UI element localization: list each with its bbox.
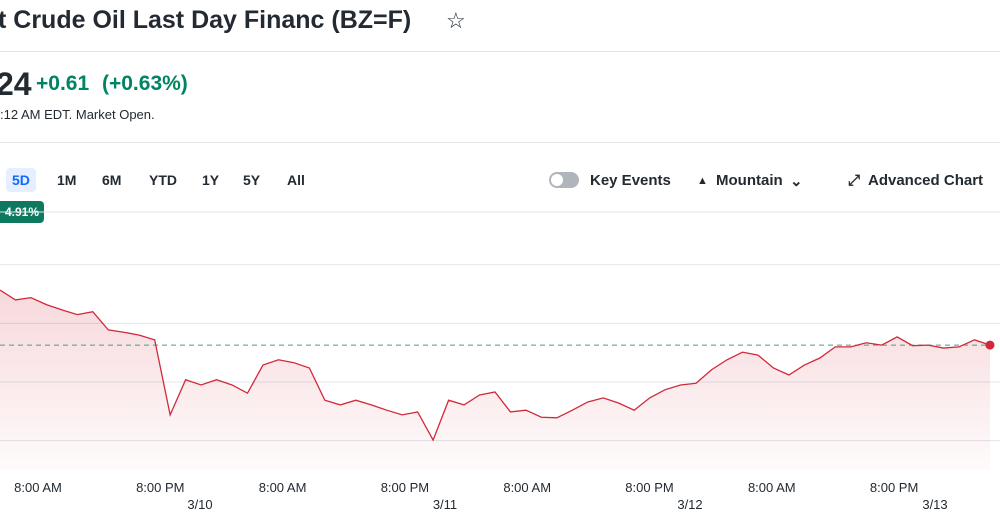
x-tick-label: 8:00 AM (503, 480, 551, 495)
change: +0.61 (36, 72, 90, 95)
mountain[interactable]: Mountain (716, 172, 783, 189)
change-pct: (+0.63%) (102, 72, 188, 95)
x-tick-label: 8:00 PM (136, 480, 184, 495)
x-tick-label: 8:00 AM (748, 480, 796, 495)
range-tab[interactable]: 5D (6, 168, 36, 192)
toggle[interactable] (549, 172, 579, 188)
date-label: 3/12 (677, 497, 702, 512)
star[interactable]: ☆ (446, 8, 466, 33)
price: 24 (0, 66, 32, 102)
x-tick-label: 8:00 PM (381, 480, 429, 495)
area (0, 289, 990, 470)
icon: ⤢ (848, 172, 861, 189)
range-tab[interactable]: 6M (102, 172, 122, 188)
divider (0, 51, 1000, 52)
line (0, 289, 991, 442)
title: t Crude Oil Last Day Financ (BZ=F) (0, 6, 412, 34)
divider (0, 142, 1000, 143)
quote-time: :12 AM EDT. Market Open. (0, 107, 155, 122)
x-tick-label: 8:00 AM (14, 480, 62, 495)
x-tick-label: 8:00 AM (259, 480, 307, 495)
range-tab[interactable]: 5Y (243, 172, 261, 188)
last-point (985, 340, 995, 350)
range-tab[interactable]: 1M (57, 172, 77, 188)
date-label: 3/11 (433, 497, 457, 512)
range-tab[interactable]: YTD (149, 172, 177, 188)
date-label: 3/10 (187, 497, 212, 512)
date-label: 3/13 (922, 497, 947, 512)
x-tick-label: 8:00 PM (870, 480, 918, 495)
x-tick-label: 8:00 PM (625, 480, 673, 495)
range-tab[interactable]: All (287, 172, 305, 188)
key-events[interactable]: Key Events (590, 172, 671, 189)
advanced-chart[interactable]: Advanced Chart (868, 172, 984, 189)
chevron: ⌄ (790, 173, 803, 190)
icon: ▲ (697, 175, 708, 187)
range-tab[interactable]: 1Y (202, 172, 220, 188)
